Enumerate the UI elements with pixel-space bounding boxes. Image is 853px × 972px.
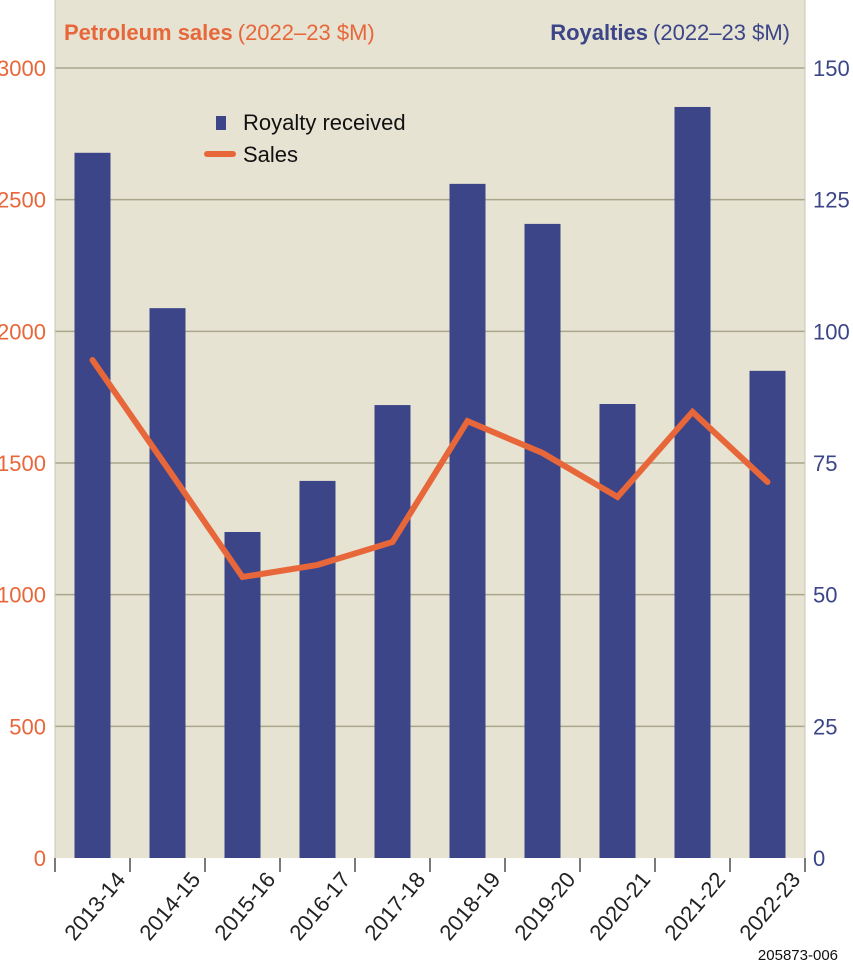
right-tick-label: 0 (813, 846, 825, 871)
left-tick-label: 0 (34, 846, 46, 871)
bar-2022-23 (750, 371, 786, 858)
x-tick-label: 2017-18 (359, 867, 430, 945)
left-tick-label: 2000 (0, 319, 46, 344)
x-tick-label: 2015-16 (209, 867, 280, 945)
right-tick-label: 100 (813, 319, 850, 344)
bar-2020-21 (600, 404, 636, 858)
bar-2016-17 (300, 481, 336, 858)
x-tick-label: 2018-19 (434, 867, 505, 945)
x-tick-label: 2016-17 (284, 867, 355, 945)
right-tick-label: 50 (813, 583, 837, 608)
x-tick-label: 2013-14 (59, 867, 130, 945)
legend-bar-swatch (216, 116, 226, 130)
bar-2018-19 (450, 184, 486, 858)
legend-label-royalty: Royalty received (243, 110, 406, 135)
right-axis-title: Royalties(2022–23 $M) (550, 20, 790, 45)
left-tick-label: 3000 (0, 56, 46, 81)
right-tick-label: 125 (813, 188, 850, 213)
right-tick-label: 150 (813, 56, 850, 81)
bar-2013-14 (75, 153, 111, 858)
bar-2021-22 (675, 107, 711, 858)
x-tick-label: 2021-22 (659, 867, 730, 945)
bar-2014-15 (150, 308, 186, 858)
left-tick-label: 500 (9, 714, 46, 739)
bar-2015-16 (225, 532, 261, 858)
legend-label-sales: Sales (243, 142, 298, 167)
footnote: 205873-006 (758, 947, 838, 964)
left-tick-label: 1000 (0, 583, 46, 608)
x-tick-label: 2019-20 (509, 867, 580, 945)
bar-2017-18 (375, 405, 411, 858)
x-tick-label: 2014-15 (134, 867, 205, 945)
x-tick-label: 2022-23 (734, 867, 805, 945)
bar-2019-20 (525, 224, 561, 858)
left-tick-label: 1500 (0, 451, 46, 476)
x-tick-label: 2020-21 (584, 867, 655, 945)
left-tick-label: 2500 (0, 188, 46, 213)
right-tick-label: 75 (813, 451, 837, 476)
left-axis-title: Petroleum sales(2022–23 $M) (64, 20, 375, 45)
right-tick-label: 25 (813, 714, 837, 739)
